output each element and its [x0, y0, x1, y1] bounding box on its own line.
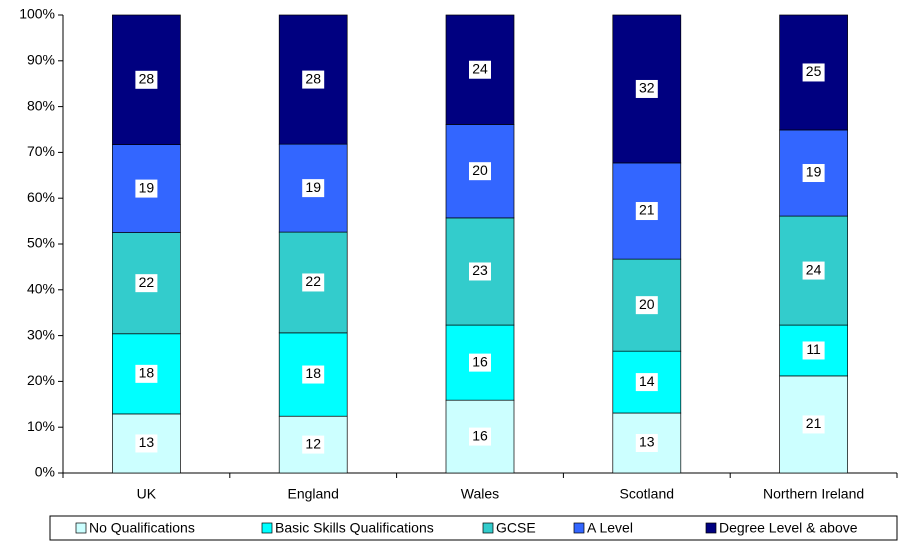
legend-swatch — [482, 522, 494, 534]
value-label: 24 — [472, 60, 488, 76]
value-label: 16 — [472, 427, 488, 443]
label-bg — [302, 435, 325, 454]
legend-label: A Level — [587, 520, 633, 536]
value-label: 19 — [139, 179, 155, 195]
legend-swatch — [75, 522, 87, 534]
value-label: 22 — [305, 273, 321, 289]
label-bg — [469, 162, 491, 181]
legend-swatch — [705, 522, 717, 534]
label-bg — [302, 365, 325, 384]
y-tick-label: 10% — [27, 418, 55, 434]
label-bg — [135, 70, 158, 89]
value-label: 18 — [305, 365, 321, 381]
value-label: 21 — [639, 202, 655, 218]
label-bg — [802, 164, 825, 183]
label-bg — [802, 63, 825, 82]
value-label: 19 — [806, 164, 822, 180]
x-tick-label: Northern Ireland — [763, 486, 864, 502]
label-bg — [635, 434, 658, 453]
x-tick-label: UK — [137, 486, 157, 502]
value-label: 32 — [639, 80, 655, 96]
y-tick-label: 30% — [27, 326, 55, 342]
y-tick-label: 40% — [27, 281, 55, 297]
legend-swatch — [573, 522, 585, 534]
label-bg — [469, 60, 491, 79]
value-label: 19 — [305, 179, 321, 195]
value-label: 28 — [305, 70, 321, 86]
y-tick-label: 20% — [27, 372, 55, 388]
label-bg — [635, 79, 658, 98]
label-bg — [469, 353, 491, 372]
y-tick-label: 90% — [27, 52, 55, 68]
legend-label: Basic Skills Qualifications — [275, 520, 434, 536]
legend-label: No Qualifications — [89, 520, 195, 536]
label-bg — [469, 427, 491, 446]
label-bg — [302, 179, 325, 198]
value-label: 18 — [139, 365, 155, 381]
value-label: 11 — [806, 341, 821, 357]
value-label: 13 — [639, 434, 655, 450]
y-tick-label: 60% — [27, 189, 55, 205]
value-label: 24 — [806, 261, 822, 277]
y-tick-label: 100% — [19, 6, 55, 22]
label-bg — [802, 261, 825, 280]
x-tick-label: Scotland — [620, 486, 674, 502]
y-tick-label: 50% — [27, 235, 55, 251]
label-bg — [635, 373, 658, 392]
label-bg — [135, 274, 158, 293]
label-bg — [135, 364, 158, 383]
value-label: 12 — [305, 435, 321, 451]
value-label: 22 — [139, 274, 155, 290]
legend-swatch — [261, 522, 273, 534]
value-label: 16 — [472, 353, 488, 369]
label-bg — [135, 179, 158, 198]
label-bg — [135, 434, 158, 453]
value-label: 25 — [806, 63, 822, 79]
label-bg — [302, 273, 325, 292]
label-bg — [635, 202, 658, 221]
value-label: 23 — [472, 262, 488, 278]
label-bg — [635, 296, 658, 315]
label-bg — [302, 70, 325, 89]
legend-box — [49, 515, 898, 541]
y-tick-label: 0% — [35, 464, 55, 480]
label-bg — [469, 262, 491, 281]
legend-label: Degree Level & above — [719, 520, 858, 536]
label-bg — [802, 415, 825, 434]
value-label: 14 — [639, 373, 655, 389]
value-label: 28 — [139, 71, 155, 87]
x-tick-label: England — [288, 486, 339, 502]
value-label: 20 — [472, 162, 488, 178]
x-tick-label: Wales — [461, 486, 499, 502]
y-tick-label: 80% — [27, 97, 55, 113]
value-label: 13 — [139, 434, 155, 450]
value-label: 21 — [806, 415, 822, 431]
y-tick-label: 70% — [27, 143, 55, 159]
value-label: 20 — [639, 296, 655, 312]
label-bg — [802, 341, 825, 360]
legend-label: GCSE — [496, 520, 536, 536]
